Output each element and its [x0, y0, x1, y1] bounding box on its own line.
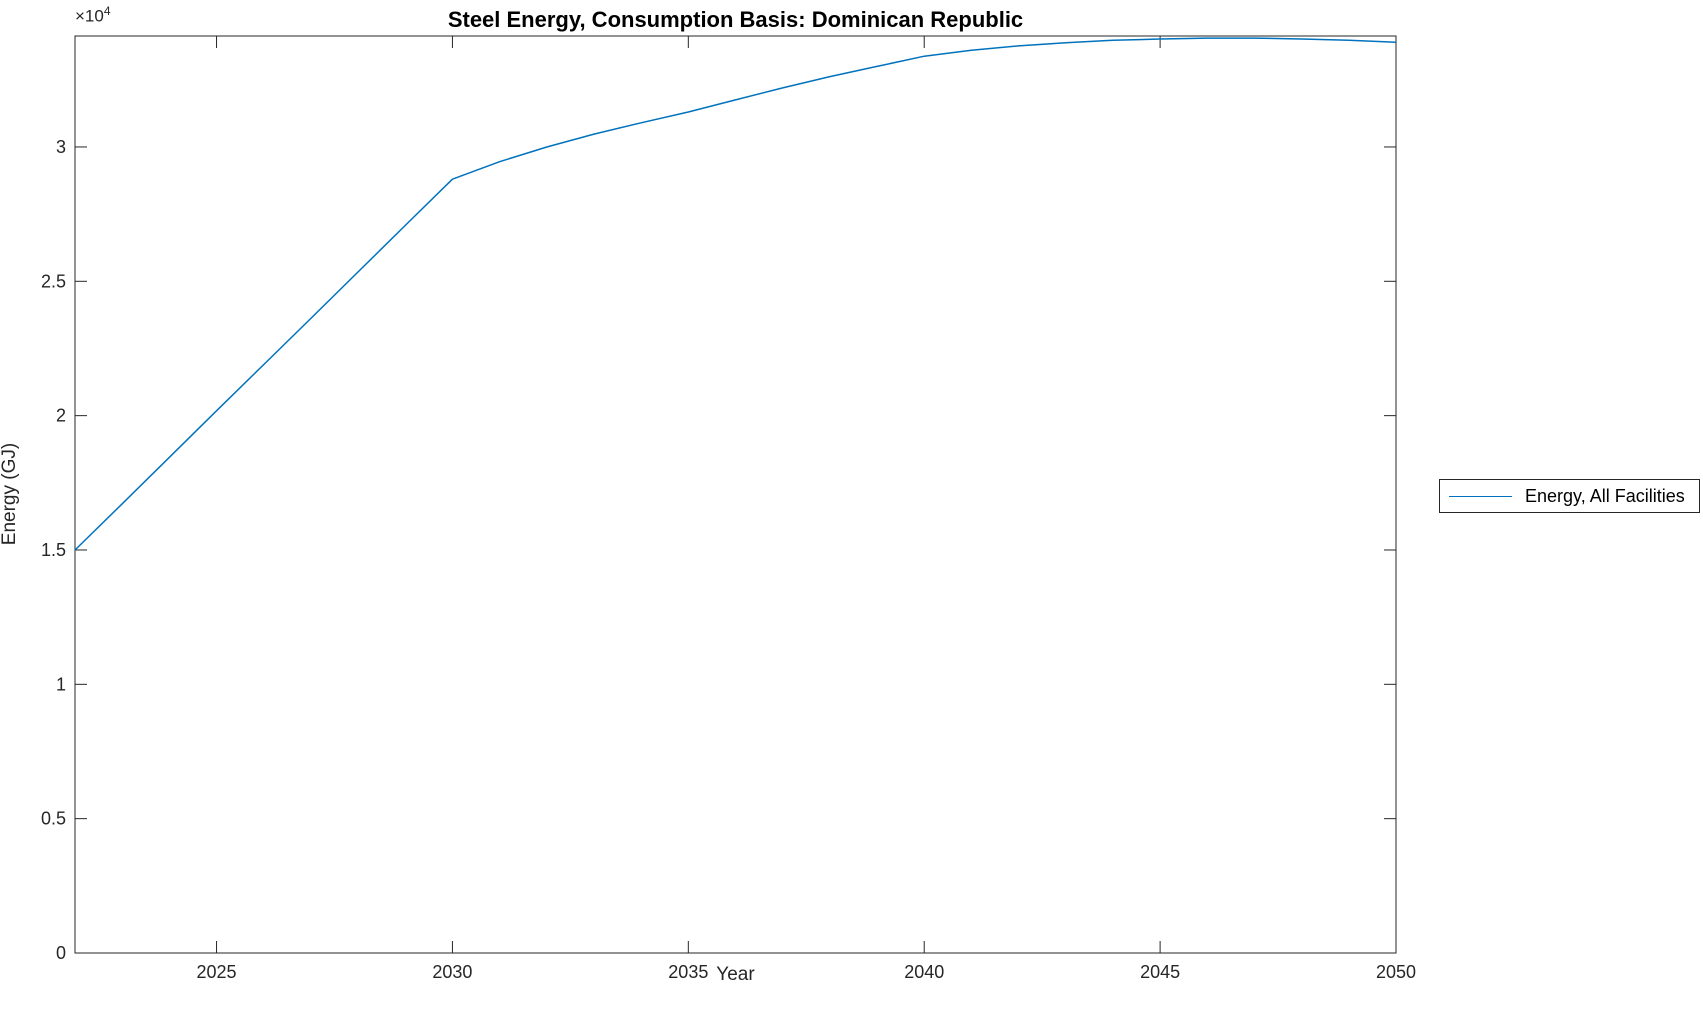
y-tick-label: 0: [56, 943, 66, 963]
y-tick-label: 3: [56, 137, 66, 157]
y-tick-label: 0.5: [41, 809, 66, 829]
y-tick-label: 1.5: [41, 540, 66, 560]
y-tick-label: 2.5: [41, 271, 66, 291]
y-tick-label: 2: [56, 406, 66, 426]
y-axis-scale-prefix: ×10: [75, 6, 104, 26]
y-axis-scale-label: ×104: [75, 4, 111, 27]
x-tick-label: 2045: [1140, 962, 1180, 982]
series-line: [74, 37, 1397, 551]
y-axis-scale-exponent: 4: [103, 4, 111, 18]
legend-box: Energy, All Facilities: [1439, 479, 1700, 513]
x-tick-label: 2025: [197, 962, 237, 982]
y-axis-label: Energy (GJ): [0, 442, 20, 546]
chart-title: Steel Energy, Consumption Basis: Dominic…: [447, 7, 1024, 32]
x-tick-label: 2035: [668, 962, 708, 982]
x-tick-label: 2030: [432, 962, 472, 982]
legend-entry-label: Energy, All Facilities: [1525, 485, 1685, 506]
x-tick-label: 2050: [1376, 962, 1416, 982]
y-tick-label: 1: [56, 674, 66, 694]
axes-box: [74, 35, 1397, 954]
x-axis-label: Year: [716, 964, 755, 985]
x-tick-label: 2040: [904, 962, 944, 982]
legend-line-sample: [1449, 495, 1512, 497]
